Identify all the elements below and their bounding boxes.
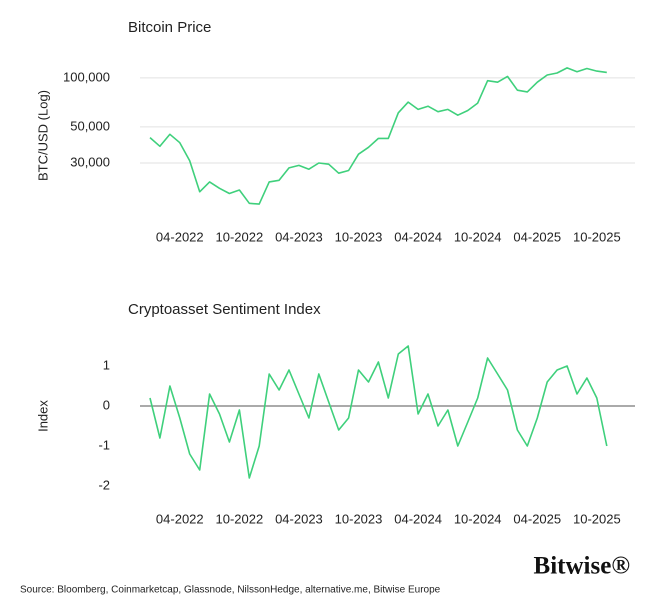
x-tick-label: 10-2022 (216, 229, 264, 244)
x-tick-label: 04-2024 (394, 229, 442, 244)
x-tick-label: 04-2025 (513, 511, 561, 526)
y-tick-label: 1 (103, 357, 110, 372)
x-tick-label: 04-2022 (156, 511, 204, 526)
y-axis-label: Index (35, 400, 50, 432)
logo: Bitwise® (534, 553, 630, 580)
source-note: Source: Bloomberg, Coinmarketcap, Glassn… (20, 585, 441, 596)
x-tick-label: 04-2025 (513, 229, 561, 244)
y-tick-label: 50,000 (70, 118, 110, 133)
y-axis-label: BTC/USD (Log) (35, 90, 50, 181)
x-tick-label: 10-2025 (573, 511, 621, 526)
x-tick-label: 10-2022 (216, 511, 264, 526)
x-tick-label: 04-2023 (275, 229, 323, 244)
x-tick-label: 10-2024 (454, 511, 502, 526)
x-tick-label: 04-2024 (394, 511, 442, 526)
x-tick-label: 04-2022 (156, 229, 204, 244)
x-tick-label: 04-2023 (275, 511, 323, 526)
y-tick-label: -1 (98, 437, 110, 452)
x-tick-label: 10-2024 (454, 229, 502, 244)
x-tick-label: 10-2025 (573, 229, 621, 244)
y-tick-label: 30,000 (70, 154, 110, 169)
chart-title: Bitcoin Price (128, 19, 211, 36)
y-tick-label: 100,000 (63, 69, 110, 84)
x-tick-label: 10-2023 (335, 229, 383, 244)
y-tick-label: -2 (98, 477, 110, 492)
data-line (149, 345, 608, 479)
chart-title: Cryptoasset Sentiment Index (128, 301, 321, 318)
data-line (149, 67, 607, 205)
x-tick-label: 10-2023 (335, 511, 383, 526)
y-tick-label: 0 (103, 397, 110, 412)
